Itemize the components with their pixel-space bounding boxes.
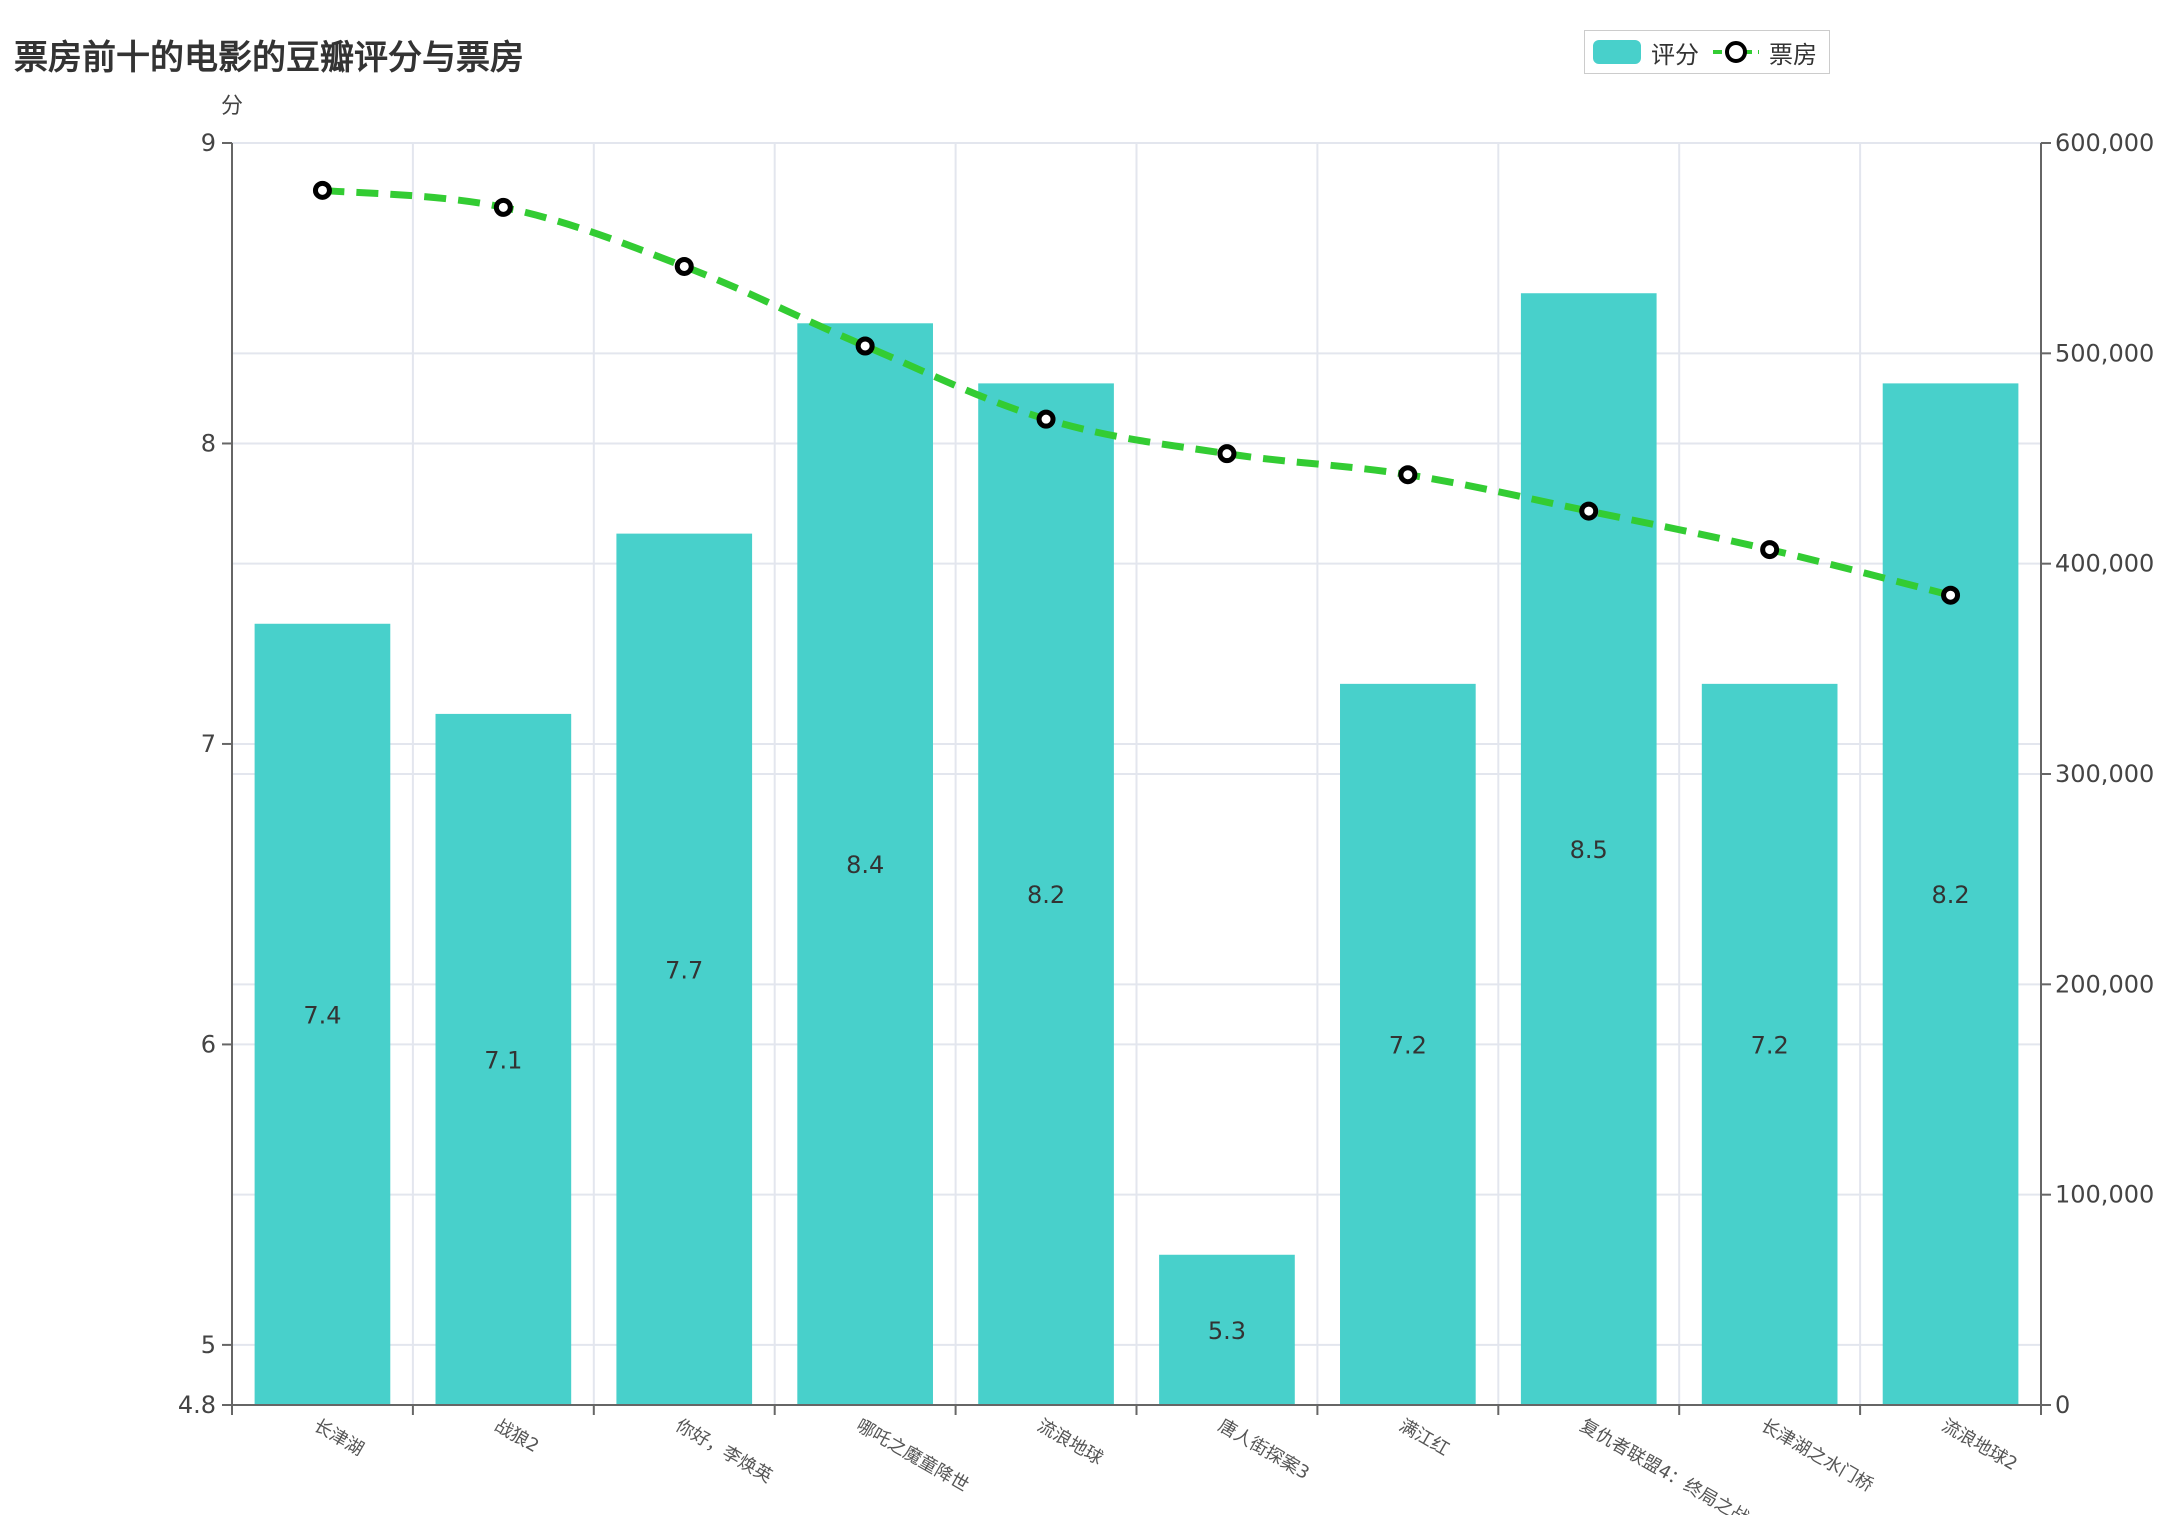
- bar: [797, 323, 933, 1406]
- bar: [435, 713, 572, 1405]
- boxoffice-point: [312, 180, 332, 200]
- bar: [1340, 683, 1476, 1405]
- boxoffice-point: [1398, 465, 1418, 485]
- bar-value-label: 8.2: [1931, 881, 1969, 909]
- left-tick-label: 4.8: [178, 1391, 216, 1419]
- boxoffice-point: [493, 197, 513, 217]
- left-tick-label: 5: [201, 1331, 216, 1359]
- right-tick-label: 600,000: [2055, 129, 2154, 157]
- boxoffice-point: [1579, 501, 1599, 521]
- boxoffice-point: [1036, 409, 1056, 429]
- bar-value-label: 8.5: [1570, 836, 1608, 864]
- legend-label-boxoffice: 票房: [1769, 40, 1817, 69]
- right-tick-label: 100,000: [2055, 1181, 2154, 1209]
- bar: [1520, 293, 1657, 1406]
- left-axis-label: 分: [221, 94, 243, 119]
- left-tick-label: 7: [201, 730, 216, 758]
- boxoffice-point: [674, 256, 694, 276]
- x-tick-label: 长津湖之水门桥: [1757, 1415, 1877, 1496]
- bar: [1701, 683, 1838, 1405]
- bar: [616, 533, 753, 1405]
- x-tick-label: 长津湖: [310, 1415, 367, 1460]
- boxoffice-point: [1217, 444, 1237, 464]
- x-tick-label: 流浪地球: [1034, 1415, 1107, 1469]
- left-tick-label: 9: [201, 129, 216, 157]
- left-tick-label: 8: [201, 429, 216, 457]
- legend-item-boxoffice[interactable]: 票房: [1711, 31, 1817, 73]
- bar: [1159, 1254, 1295, 1405]
- boxoffice-line: [322, 186, 1952, 599]
- left-tick-label: 6: [201, 1030, 216, 1058]
- boxoffice-point: [1760, 540, 1780, 560]
- boxoffice-point: [1941, 585, 1961, 605]
- right-tick-label: 0: [2055, 1391, 2070, 1419]
- bar: [1882, 383, 2019, 1405]
- legend-label-rating: 评分: [1651, 40, 1699, 69]
- boxoffice-point: [855, 336, 875, 356]
- right-tick-label: 500,000: [2055, 339, 2154, 367]
- x-tick-label: 哪吒之魔童降世: [853, 1415, 973, 1496]
- bar: [978, 383, 1114, 1405]
- x-tick-label: 满江红: [1395, 1415, 1452, 1460]
- bar-value-label: 7.7: [665, 956, 703, 984]
- x-tick-label: 战狼2: [491, 1415, 543, 1457]
- bar-value-label: 7.1: [484, 1046, 522, 1074]
- bar-value-label: 7.4: [303, 1001, 341, 1029]
- bar-value-label: 5.3: [1208, 1317, 1246, 1345]
- right-tick-label: 300,000: [2055, 760, 2154, 788]
- bar-value-label: 8.2: [1027, 881, 1065, 909]
- legend-swatch-bar: [1593, 40, 1641, 64]
- bar-value-label: 8.4: [846, 851, 884, 879]
- legend-item-rating[interactable]: 评分: [1593, 31, 1699, 73]
- bar-value-label: 7.2: [1751, 1031, 1789, 1059]
- chart-title: 票房前十的电影的豆瓣评分与票房: [14, 38, 524, 78]
- x-tick-label: 复仇者联盟4：终局之战: [1576, 1415, 1752, 1515]
- right-tick-label: 200,000: [2055, 970, 2154, 998]
- bar: [254, 623, 391, 1405]
- x-tick-label: 流浪地球2: [1938, 1415, 2021, 1475]
- x-tick-label: 你好，李焕英: [672, 1415, 776, 1487]
- legend: 评分 票房: [1584, 30, 1830, 74]
- bar-value-label: 7.2: [1389, 1031, 1427, 1059]
- x-tick-label: 唐人街探案3: [1214, 1415, 1312, 1484]
- legend-swatch-line: [1713, 41, 1759, 63]
- right-tick-label: 400,000: [2055, 550, 2154, 578]
